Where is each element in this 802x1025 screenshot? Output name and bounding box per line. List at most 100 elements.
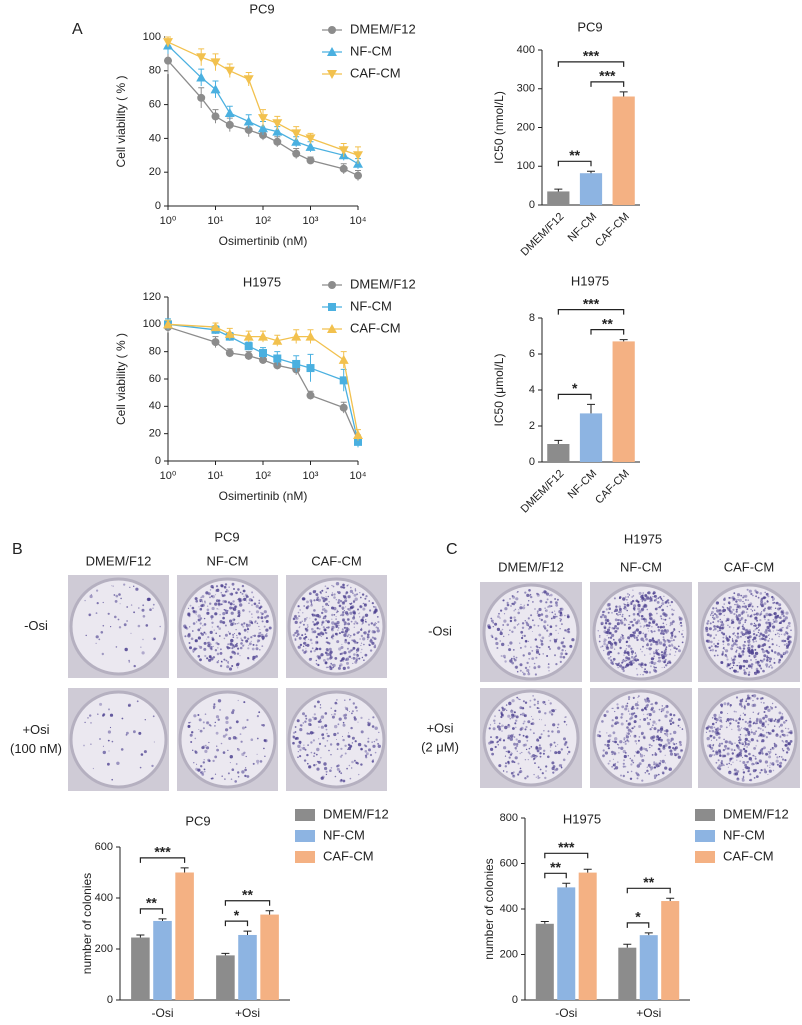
colony — [299, 609, 301, 611]
colony — [771, 650, 774, 653]
colony — [340, 747, 343, 750]
colony — [727, 601, 731, 604]
colony — [749, 773, 752, 776]
colony — [759, 592, 763, 595]
colony — [331, 636, 333, 638]
colony — [624, 765, 627, 768]
colony — [321, 775, 325, 779]
colony — [673, 714, 676, 717]
marker — [272, 126, 283, 136]
colony — [497, 615, 500, 618]
colony — [729, 605, 732, 609]
y-tick-label: 80 — [149, 65, 161, 77]
colony — [747, 649, 751, 653]
colony — [607, 740, 611, 743]
colony — [653, 763, 656, 766]
colony — [652, 639, 656, 643]
colony — [730, 742, 734, 746]
colony — [674, 654, 676, 656]
colony — [323, 628, 327, 632]
colony — [613, 768, 616, 770]
colony — [633, 604, 637, 608]
colony — [344, 699, 346, 701]
colony — [625, 704, 629, 708]
colony — [356, 651, 358, 654]
colony — [543, 620, 547, 624]
colony — [344, 752, 347, 755]
colony — [649, 662, 651, 664]
colony — [331, 593, 334, 597]
colony — [623, 737, 626, 740]
colony — [762, 609, 766, 612]
colony — [625, 619, 628, 621]
colony — [221, 594, 225, 598]
colony — [523, 720, 526, 723]
colonies — [84, 583, 161, 668]
colony — [736, 617, 740, 621]
colony — [598, 636, 601, 638]
colony — [665, 618, 667, 621]
colony — [645, 638, 648, 641]
colony — [125, 734, 128, 736]
colony — [501, 730, 503, 732]
colony — [523, 604, 525, 606]
colony — [336, 732, 339, 735]
colony — [330, 754, 332, 756]
colony — [667, 601, 670, 604]
colony — [368, 600, 371, 602]
colony — [744, 766, 747, 769]
colony — [718, 626, 722, 630]
colony — [720, 760, 724, 763]
colony — [640, 662, 644, 666]
colony — [663, 629, 667, 633]
colony — [266, 614, 269, 618]
colony — [662, 643, 666, 647]
colony — [224, 778, 226, 780]
colony — [356, 622, 359, 625]
colony — [366, 633, 370, 636]
colony — [369, 753, 373, 757]
colony — [294, 638, 297, 641]
colony — [229, 606, 233, 610]
legend-label: DMEM/F12 — [350, 276, 416, 291]
colony — [726, 719, 729, 721]
colony — [628, 661, 630, 664]
colony — [752, 754, 754, 757]
colony — [719, 618, 722, 621]
marker — [210, 322, 221, 332]
colony — [206, 722, 208, 724]
colony — [491, 752, 494, 756]
colony — [509, 737, 513, 741]
colony — [115, 594, 119, 598]
colony — [310, 600, 313, 603]
colony — [251, 613, 253, 615]
colony — [787, 748, 791, 751]
colony — [722, 748, 726, 752]
colony — [527, 672, 531, 676]
bar — [639, 935, 658, 1000]
colony — [376, 623, 377, 625]
colony — [616, 622, 621, 626]
colony — [258, 625, 260, 628]
colony — [719, 754, 722, 757]
colony — [656, 601, 660, 604]
colony — [781, 713, 783, 715]
colony — [750, 659, 752, 661]
colony — [755, 634, 758, 637]
colony — [654, 777, 656, 779]
colony — [654, 752, 657, 754]
colony — [251, 647, 255, 651]
colony — [646, 703, 649, 707]
colony — [659, 727, 664, 731]
colony — [783, 618, 786, 621]
colony — [669, 713, 673, 716]
colony — [648, 647, 652, 651]
panel-label: C — [446, 541, 458, 558]
colony — [733, 655, 737, 659]
colony — [210, 657, 214, 661]
colony — [236, 634, 238, 637]
colony — [324, 766, 328, 771]
colony — [669, 661, 672, 664]
colony — [192, 610, 196, 613]
colony — [657, 649, 659, 650]
